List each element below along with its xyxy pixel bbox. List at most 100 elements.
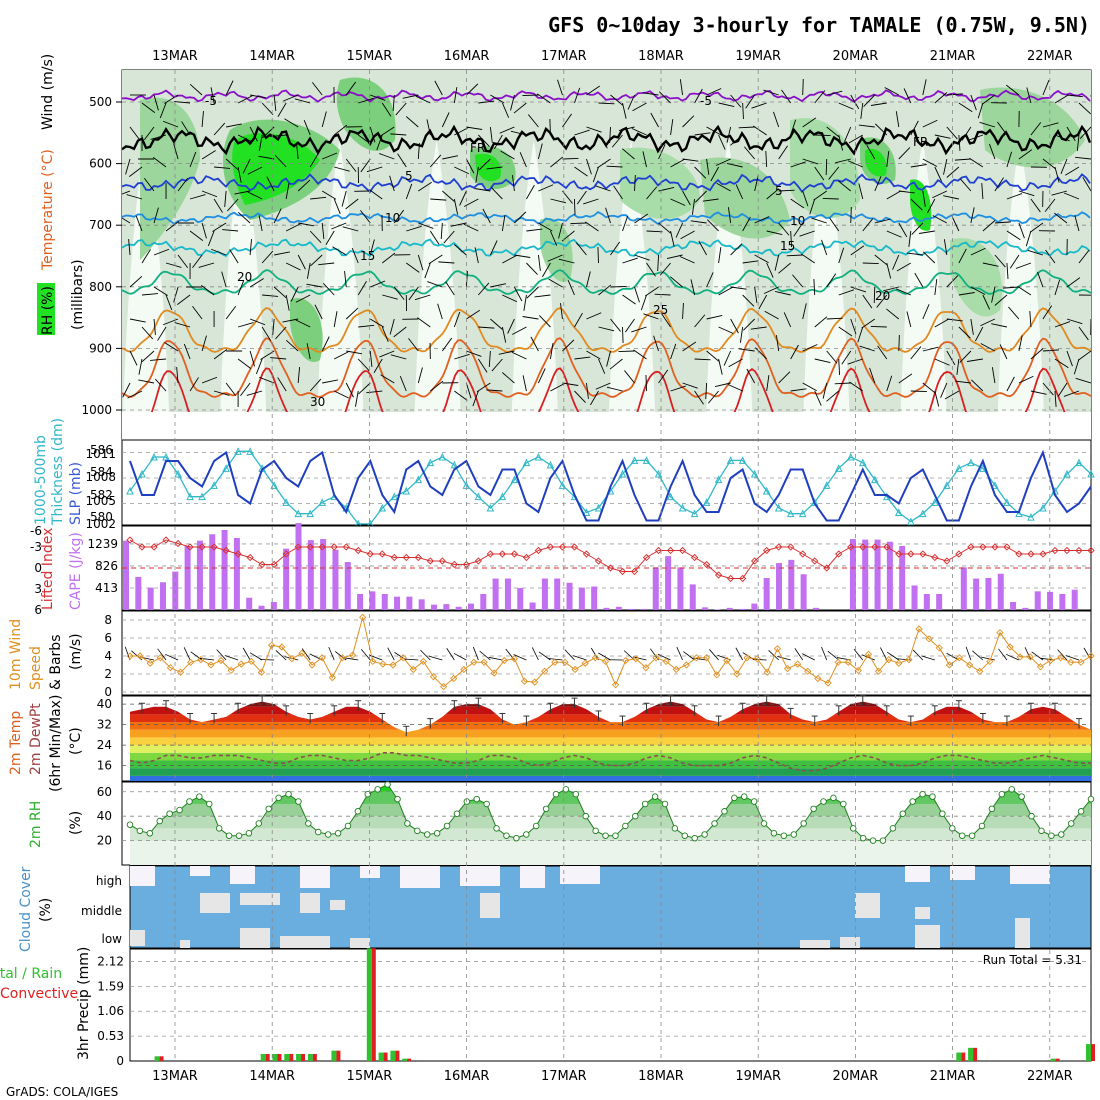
- thickness-marker: [919, 509, 927, 518]
- wind-barb: [380, 126, 395, 137]
- wind-barb: [574, 312, 583, 328]
- wind-barb: [273, 286, 287, 299]
- thickness-marker: [126, 486, 134, 495]
- wind-barb: [189, 194, 206, 200]
- wind-barb: [982, 262, 999, 267]
- wind-barb: [850, 286, 867, 293]
- cape-bar: [874, 539, 881, 610]
- rh-marker: [641, 800, 649, 808]
- lifted-index-marker: [1027, 550, 1035, 558]
- wind-barb: [493, 134, 503, 150]
- slp-tick-label: 1011: [85, 447, 116, 461]
- wind-barb: [670, 119, 674, 136]
- wind-barb: [334, 351, 349, 360]
- wind-speed-marker: [965, 661, 974, 669]
- wind-barb: [475, 166, 479, 183]
- rh-marker: [443, 822, 451, 830]
- wind-barb: [682, 158, 699, 162]
- wind-speed-marker: [915, 625, 923, 633]
- wind-barb: [728, 358, 743, 368]
- wind-barb: [1090, 221, 1091, 223]
- wind-barb: [1054, 212, 1068, 224]
- surface-wind-barb: [821, 646, 828, 661]
- wind-barb: [802, 382, 817, 392]
- wind-barb: [490, 187, 503, 200]
- wind-barb: [989, 143, 996, 160]
- wind-barb: [869, 367, 876, 384]
- cloud-gap-high: [360, 866, 380, 878]
- wind-barb: [727, 384, 743, 392]
- wind-barb: [706, 88, 722, 96]
- surface-wind-barb: [404, 658, 419, 661]
- cloud-gap-high: [460, 866, 500, 886]
- wind-barb: [886, 375, 893, 392]
- surface-wind-barb: [479, 650, 491, 661]
- cape-bar: [159, 582, 166, 610]
- wind-barb: [430, 380, 444, 392]
- wind-barb: [488, 350, 491, 367]
- rh-tick-label: 40: [97, 809, 112, 823]
- isotherm-label: -5: [700, 94, 712, 108]
- wind-barb: [951, 216, 960, 232]
- wind-speed-marker: [227, 666, 235, 675]
- surface-wind-barb: [1057, 649, 1068, 661]
- thickness-marker: [979, 464, 987, 472]
- wind-speed-marker: [530, 678, 539, 686]
- wind-barb: [694, 314, 706, 328]
- lifted-index-marker: [666, 546, 675, 555]
- wind-barb: [844, 126, 852, 142]
- lifted-index-marker: [991, 543, 999, 551]
- wind-barb: [177, 294, 191, 305]
- surface-wind-barb: [360, 649, 371, 661]
- date-label-bottom: 19MAR: [735, 1069, 781, 1084]
- precip-total-bar: [260, 1053, 266, 1061]
- wind-barb: [144, 126, 155, 141]
- surface-wind-barb: [505, 648, 515, 661]
- wind-barb: [946, 93, 963, 96]
- wind-barb: [979, 121, 996, 128]
- wind-barb: [491, 358, 503, 372]
- wind-speed-marker: [743, 654, 751, 662]
- wind-barb: [570, 222, 587, 225]
- thickness-marker: [931, 498, 939, 506]
- wind-barb: [153, 318, 156, 335]
- precip-conv-bar: [395, 1050, 400, 1061]
- wind-barb: [666, 254, 683, 260]
- wind-barb: [698, 240, 707, 256]
- wind-barb: [670, 343, 677, 360]
- wind-barb: [977, 102, 984, 119]
- lifted-index-marker: [931, 553, 939, 562]
- rh-marker: [810, 805, 817, 813]
- cloud-level-label: low: [102, 932, 123, 946]
- pressure-tick-label: 500: [89, 95, 112, 109]
- wind-barb: [910, 390, 927, 393]
- wind-barb: [809, 198, 816, 215]
- wind-speed-marker: [986, 657, 994, 666]
- lifted-index-marker: [678, 546, 687, 555]
- wind-barb: [224, 190, 227, 207]
- wind-barb: [970, 286, 986, 295]
- wind-barb: [858, 124, 875, 128]
- wind-barb: [1073, 358, 1080, 375]
- date-labels-bottom: 13MAR 14MAR 15MAR 16MAR 17MAR 18MAR 19MAR 20MAR…: [152, 1069, 1072, 1084]
- wind-barb: [285, 223, 301, 232]
- wind-barb: [258, 215, 263, 232]
- thickness-marker: [750, 469, 759, 478]
- rh-marker: [532, 822, 540, 830]
- wind-barb: [857, 326, 864, 343]
- date-label-bottom: 13MAR: [152, 1069, 198, 1084]
- cloud-gap-mid: [240, 893, 280, 905]
- precip-conv-bar: [407, 1058, 412, 1061]
- wind-barb: [745, 94, 756, 109]
- rh-marker: [671, 825, 679, 832]
- wind-barb: [303, 119, 311, 136]
- cape-bar: [209, 534, 216, 610]
- wind-barb: [814, 166, 825, 181]
- wind-barb: [428, 254, 443, 265]
- wind-speed-marker: [581, 659, 589, 667]
- surface-wind-barb: [1005, 653, 1020, 661]
- thickness-tick-label: 586: [90, 443, 113, 457]
- lifted-index-marker: [606, 564, 615, 572]
- thickness-marker: [907, 517, 915, 526]
- wind-barb: [1054, 321, 1071, 328]
